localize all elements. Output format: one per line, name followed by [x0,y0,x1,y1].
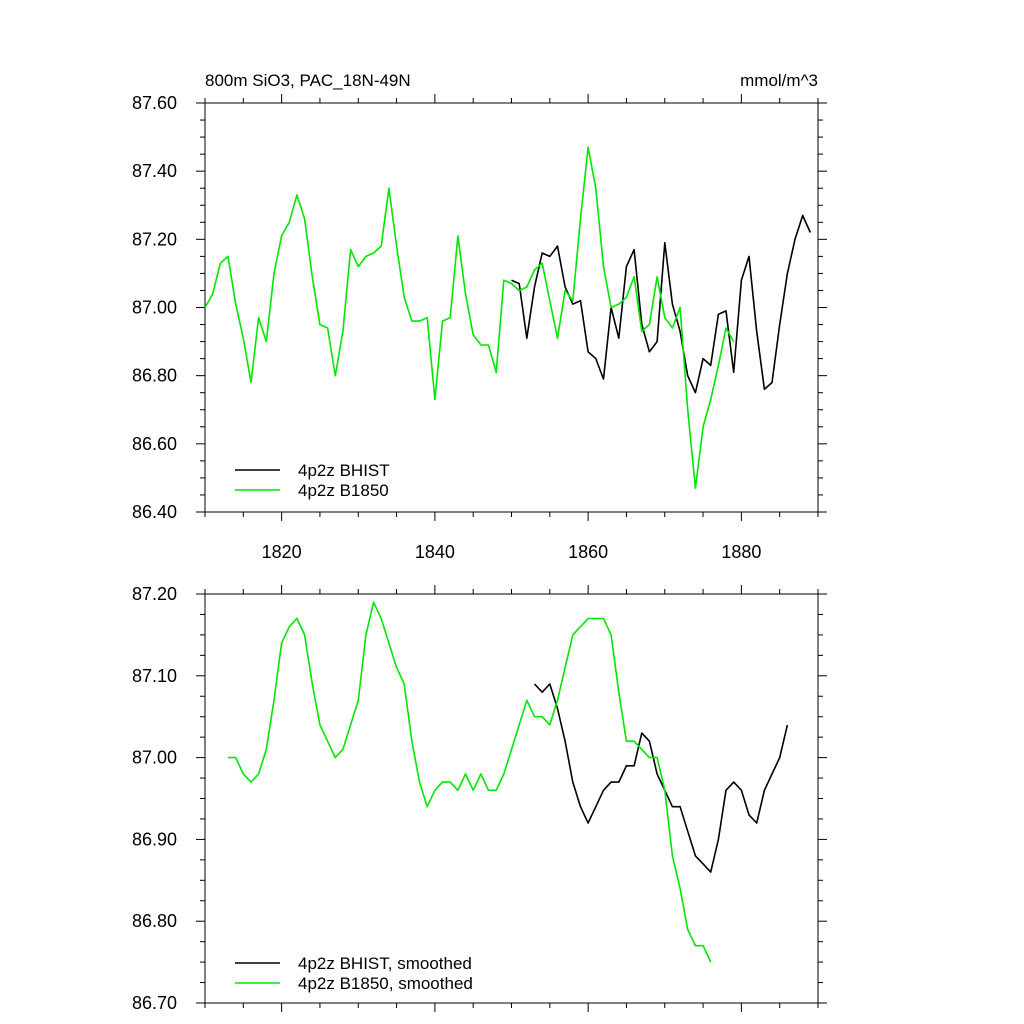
top-panel: 800m SiO3, PAC_18N-49N mmol/m^3 86.4086.… [132,71,827,562]
bottom-legend-label-1: 4p2z B1850, smoothed [298,974,473,993]
bottom-ytick-label: 86.70 [132,993,177,1013]
top-xtick-label: 1860 [568,542,608,562]
top-plot-area: 86.40 86.60 86.80 87.00 87.20 87.40 87.60 1820 1… [132,93,827,562]
top-ytick-label: 87.40 [132,161,177,181]
top-ytick-label: 86.40 [132,502,177,522]
top-legend-label-1: 4p2z B1850 [298,481,389,500]
bottom-series-line-0 [533,683,789,873]
top-ytick-label: 87.60 [132,93,177,113]
top-ytick-label: 87.00 [132,298,177,318]
bottom-ytick-label: 86.80 [132,911,177,931]
top-xtick-label: 1820 [262,542,302,562]
top-xtick-label: 1880 [721,542,761,562]
bottom-ytick-label: 87.10 [132,666,177,686]
top-chart-title: 800m SiO3, PAC_18N-49N [205,71,411,90]
bottom-panel: 86.70 86.80 86.90 87.00 87.10 87.20 4p2z BHIST… [132,584,827,1013]
bottom-legend-label-0: 4p2z BHIST, smoothed [298,954,472,973]
top-ytick-label: 87.20 [132,229,177,249]
bottom-ytick-label: 87.20 [132,584,177,604]
bottom-ytick-label: 86.90 [132,829,177,849]
bottom-ytick-label: 87.00 [132,748,177,768]
top-xtick-label: 1840 [415,542,455,562]
bottom-series-line-1 [228,601,712,963]
top-ytick-label: 86.80 [132,366,177,386]
top-ytick-label: 86.60 [132,434,177,454]
top-chart-units: mmol/m^3 [740,71,818,90]
top-series-line-1 [204,146,735,489]
top-series-line-0 [511,214,812,394]
bottom-plot-area: 86.70 86.80 86.90 87.00 87.10 87.20 4p2z BHIST… [132,584,827,1013]
top-legend-label-0: 4p2z BHIST [298,461,390,480]
